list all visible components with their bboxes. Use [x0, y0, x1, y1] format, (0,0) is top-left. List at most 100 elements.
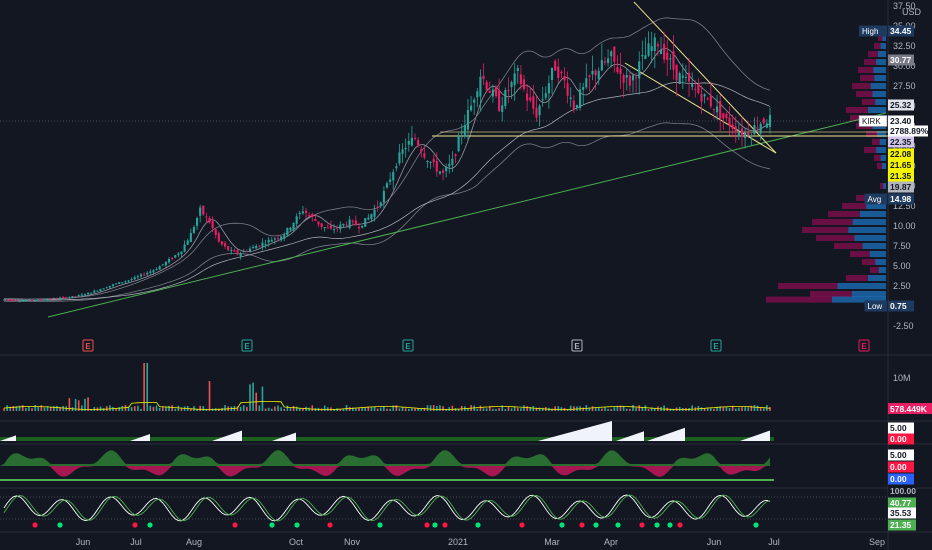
candle-body — [641, 54, 644, 57]
volume-bar — [703, 408, 706, 411]
signal-dot — [377, 522, 383, 528]
candle-body — [252, 246, 255, 249]
signal-dot — [639, 522, 645, 528]
candle-body — [588, 75, 591, 77]
candle-body — [423, 153, 426, 158]
candle-body — [591, 70, 594, 75]
volume-bar — [208, 381, 211, 411]
volume-bar — [177, 405, 180, 411]
volume-bar — [423, 407, 426, 411]
volume-bar — [53, 406, 55, 411]
volume-bar — [342, 408, 345, 411]
volume-bar — [311, 405, 314, 411]
profile-bar-down — [856, 91, 873, 97]
candle-body — [494, 87, 498, 97]
candle-body — [638, 61, 641, 79]
candle-body — [370, 214, 373, 220]
pane4-tag-box — [888, 473, 914, 485]
volume-bar — [573, 406, 575, 411]
candle-body — [678, 73, 681, 85]
candle-body — [669, 58, 672, 60]
volume-bar — [731, 405, 734, 411]
candle-body — [582, 87, 585, 90]
volume-bar — [710, 408, 712, 411]
currency-label: USD — [902, 7, 922, 17]
volume-bar — [109, 405, 111, 411]
volume-bar — [90, 408, 92, 411]
volume-bar — [716, 407, 718, 411]
volume-bar — [454, 408, 457, 411]
volume-bar — [333, 408, 335, 411]
volume-bar — [37, 407, 40, 411]
volume-bar — [99, 406, 102, 411]
volume-bar — [569, 405, 572, 411]
volume-bar — [302, 407, 304, 411]
candle-body — [628, 75, 631, 86]
volume-bar — [56, 405, 58, 411]
pane3-ramp — [616, 431, 644, 441]
volume-bar — [299, 408, 301, 411]
candle-body — [569, 97, 572, 100]
candle-body — [354, 220, 357, 226]
profile-bar-down — [802, 227, 849, 233]
volume-bar — [102, 408, 105, 411]
earnings-label: E — [85, 342, 91, 351]
volume-bar — [93, 407, 96, 411]
candle-body — [410, 137, 413, 146]
price-tag-value: 14.98 — [890, 194, 912, 204]
volume-bar — [118, 407, 121, 411]
candle-body — [258, 245, 261, 247]
volume-bar — [526, 406, 528, 411]
candle-body — [765, 123, 768, 128]
volume-bar — [401, 406, 404, 411]
candle-body — [619, 68, 622, 75]
candle-body — [613, 46, 616, 62]
profile-bar-up — [878, 267, 886, 273]
candle-body — [49, 298, 52, 300]
profile-bar-up — [870, 83, 886, 89]
volume-bar — [467, 408, 469, 411]
volume-bar — [504, 408, 507, 411]
candle-body — [58, 297, 62, 299]
candle-body — [102, 288, 105, 290]
volume-bar — [516, 407, 519, 411]
volume-bar — [15, 406, 18, 411]
candle-body — [311, 213, 314, 217]
profile-bar-up — [872, 91, 886, 97]
candle-body — [759, 123, 762, 134]
candle-body — [398, 152, 401, 164]
pane3-ramp — [0, 435, 16, 441]
candle-body — [585, 78, 588, 88]
volume-bar — [460, 405, 463, 411]
candle-body — [479, 76, 482, 97]
candle-body — [482, 75, 485, 80]
volume-bar — [77, 400, 80, 411]
candle-body — [192, 227, 195, 233]
osc-tag-value: 21.35 — [890, 520, 912, 530]
candle-body — [320, 223, 323, 227]
candle-body — [183, 244, 186, 252]
pane3-tag-box — [888, 422, 914, 434]
signal-dot — [654, 522, 660, 528]
candle-body — [152, 270, 155, 273]
volume-bar — [663, 405, 665, 411]
price-tags: 34.45 High 30.77 25.32 23.40 KIRK 2788.89%22.3… — [858, 25, 932, 531]
price-tag-box — [888, 159, 914, 171]
candle-body — [445, 166, 448, 172]
oscillator-d — [3, 494, 771, 522]
candle-body — [507, 89, 510, 92]
candle-body — [217, 233, 220, 242]
candle-body — [149, 271, 152, 273]
volume-bar — [286, 405, 289, 411]
volume-bar — [40, 405, 43, 411]
candle-body — [24, 300, 27, 302]
candle-body — [27, 299, 30, 301]
candle-body — [180, 251, 183, 255]
candle-body — [407, 140, 410, 145]
volume-bar — [495, 408, 497, 411]
candle-body — [681, 75, 684, 78]
candle-body — [401, 149, 404, 154]
candle-body — [607, 58, 610, 64]
candle-body — [750, 135, 753, 137]
